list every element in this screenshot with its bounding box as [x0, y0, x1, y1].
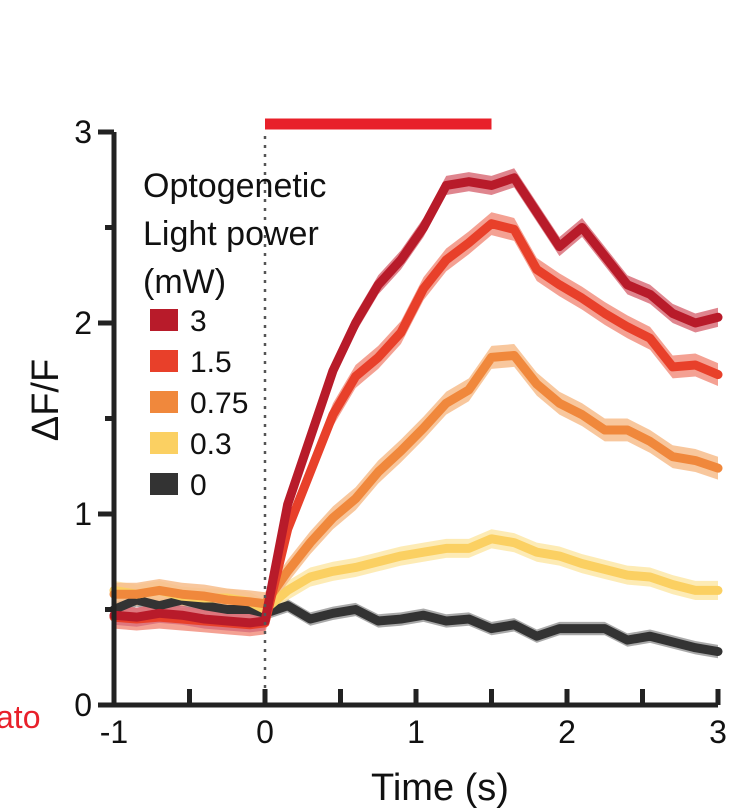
x-tick-label: 0	[256, 714, 274, 750]
y-axis-title: ΔF/F	[25, 359, 67, 441]
series-line-0mw	[109, 595, 723, 657]
legend-swatch	[150, 391, 178, 413]
x-tick-label: 1	[407, 714, 425, 750]
legend-label: 0.75	[190, 387, 248, 420]
legend-label: 3	[190, 305, 207, 338]
y-tick-label: 3	[74, 114, 92, 150]
legend-swatch	[150, 350, 178, 372]
x-tick-label: 3	[709, 714, 727, 750]
legend-swatch	[150, 432, 178, 454]
series-line-0-75mw	[109, 350, 723, 609]
x-tick-label: 2	[558, 714, 576, 750]
legend-label: 1.5	[190, 346, 232, 379]
series-lines	[109, 173, 723, 657]
legend-title-line-3: (mW)	[143, 263, 226, 301]
legend-swatch	[150, 309, 178, 331]
legend-label: 0	[190, 469, 207, 502]
cropped-margin-label: ato	[0, 699, 40, 735]
legend-swatch	[150, 473, 178, 495]
legend: Optogenetic Light power (mW) 3 1.5 0.75 0.3…	[143, 167, 326, 502]
x-tick-label: -1	[100, 714, 128, 750]
series-line-3mw	[109, 173, 723, 628]
y-tick-label: 0	[74, 687, 92, 723]
error-band-0-3mw	[114, 529, 718, 620]
legend-title-line-1: Optogenetic	[143, 167, 326, 205]
x-axis-title: Time (s)	[371, 767, 509, 809]
legend-items: 3 1.5 0.75 0.3 0	[150, 305, 248, 502]
legend-label: 0.3	[190, 428, 232, 461]
legend-title-line-2: Light power	[143, 215, 319, 253]
y-tick-label: 1	[74, 496, 92, 532]
y-tick-label: 2	[74, 305, 92, 341]
